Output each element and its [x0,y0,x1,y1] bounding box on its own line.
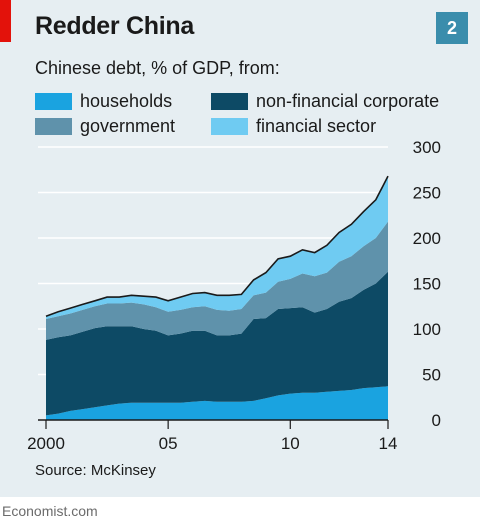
chart-subtitle: Chinese debt, % of GDP, from: [35,58,280,78]
y-tick-label: 0 [432,411,441,430]
y-tick-label: 50 [422,366,441,385]
legend-swatch-households [35,92,72,110]
x-tick-label: 10 [281,434,300,453]
y-tick-label: 150 [413,275,441,294]
legend-swatch-non-financial-corporate [211,92,248,110]
legend-item-government: government [35,114,175,138]
y-tick-label: 100 [413,320,441,339]
y-tick-label: 300 [413,138,441,157]
y-tick-label: 200 [413,229,441,248]
publisher-wordmark: Economist.com [2,503,98,519]
chart-number-badge: 2 [436,12,468,44]
legend-label-government: government [80,115,176,136]
legend-item-households: households [35,89,172,113]
x-tick-label: 14 [379,434,398,453]
legend-label-non-financial-corporate: non-financial corporate [256,90,440,111]
chart-title: Redder China [35,12,194,40]
y-tick-label: 250 [413,184,441,203]
area-households [46,386,388,420]
area-non-financial-corporate [46,271,388,416]
chart-plot: 0 50 100 150 200 250 300 2000 05 10 14 [27,138,441,453]
x-tick-label: 2000 [27,434,65,453]
legend-item-non-financial-corporate: non-financial corporate [211,89,439,113]
area-government [46,221,388,340]
legend-swatch-government [35,117,72,135]
legend-label-financial-sector: financial sector [256,115,377,136]
source-note: Source: McKinsey [35,462,156,479]
legend-swatch-financial-sector [211,117,248,135]
total-debt-line [45,175,389,318]
brand-red-bar [0,0,11,42]
stacked-areas [46,176,388,420]
x-tick-label: 05 [159,434,178,453]
total-line-layer [45,175,389,318]
axes: 0 50 100 150 200 250 300 2000 05 10 14 [27,138,441,453]
legend-item-financial-sector: financial sector [211,114,376,138]
legend-label-households: households [80,90,173,111]
